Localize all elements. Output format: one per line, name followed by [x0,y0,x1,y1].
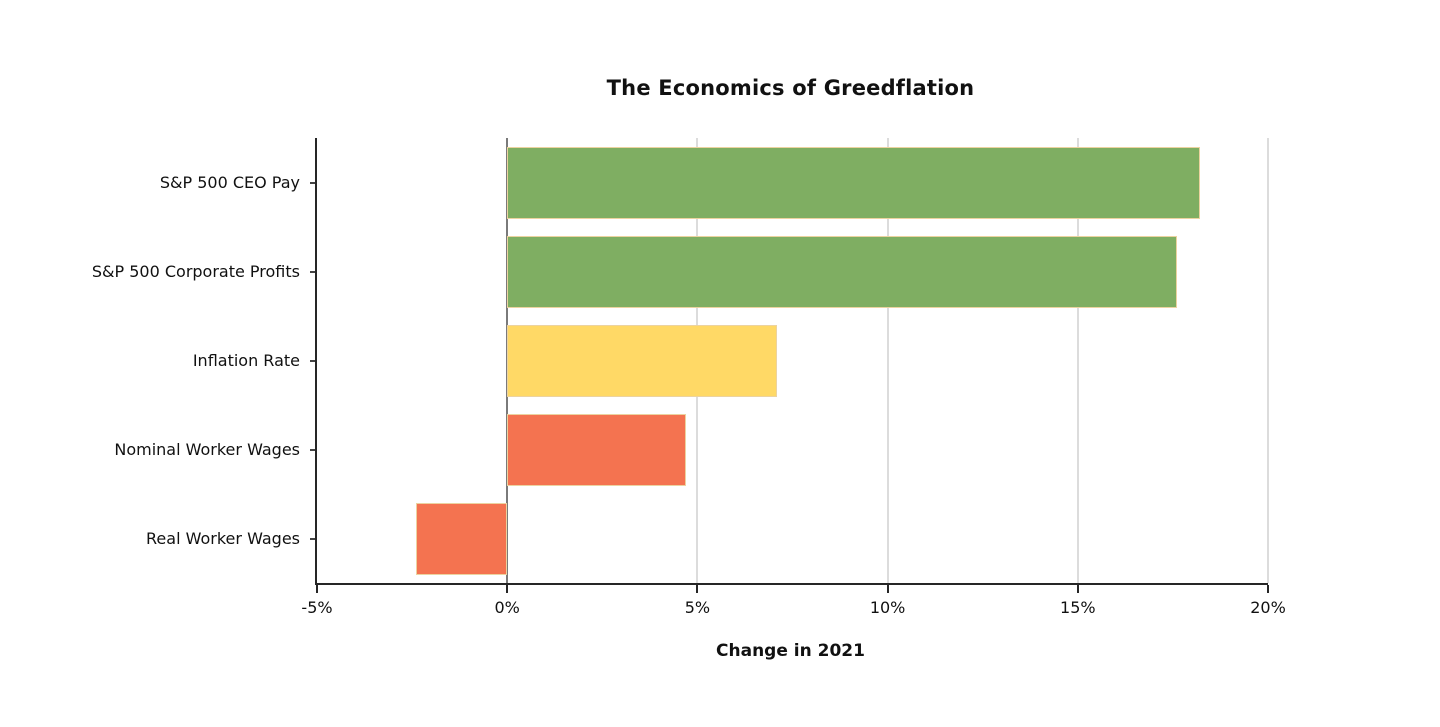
bar-inflation-rate [507,324,778,397]
x-tick-label--5: -5% [301,598,333,617]
x-axis-tick-20 [1267,585,1269,593]
bar-s-p-500-ceo-pay [507,146,1200,219]
category-label-real-worker-wages: Real Worker Wages [146,528,300,548]
bar-real-worker-wages [415,502,508,575]
x-axis-tick-5 [696,585,699,593]
x-tick-label-20: 20% [1250,598,1286,617]
x-tick-label-5: 5% [684,598,711,617]
plot-area: -5% 0% 5% 10% 15% 20% S&P 500 CEO Pay S&P 500 C… [92,138,1286,617]
category-label-inflation-rate: Inflation Rate [192,350,300,370]
x-axis-label: Change in 2021 [716,641,865,661]
y-axis-tick-nominal-worker-wages [310,448,315,451]
x-axis-tick--5 [316,585,318,593]
y-axis-tick-s-p-500-ceo-pay [310,181,315,184]
category-label-nominal-worker-wages: Nominal Worker Wages [114,439,300,459]
x-axis-tick-15 [1076,585,1079,593]
bar-nominal-worker-wages [507,413,686,486]
gridline-15 [1076,138,1079,583]
y-axis-tick-inflation-rate [310,359,315,362]
category-label-s-p-500-ceo-pay: S&P 500 CEO Pay [159,172,300,192]
x-axis-tick-0 [506,585,509,593]
x-axis-tick-10 [886,585,889,593]
x-tick-label-15: 15% [1060,598,1096,617]
category-label-s-p-500-corporate-profits: S&P 500 Corporate Profits [91,261,300,281]
chart-title: The Economics of Greedflation [606,76,975,100]
x-tick-label-0: 0% [494,598,520,617]
bar-s-p-500-corporate-profits [507,235,1177,308]
gridline-10 [886,138,889,583]
gridline-20 [1267,138,1269,583]
x-tick-label-10: 10% [869,598,906,617]
y-axis-tick-s-p-500-corporate-profits [310,270,315,273]
y-axis-tick-real-worker-wages [310,537,315,540]
